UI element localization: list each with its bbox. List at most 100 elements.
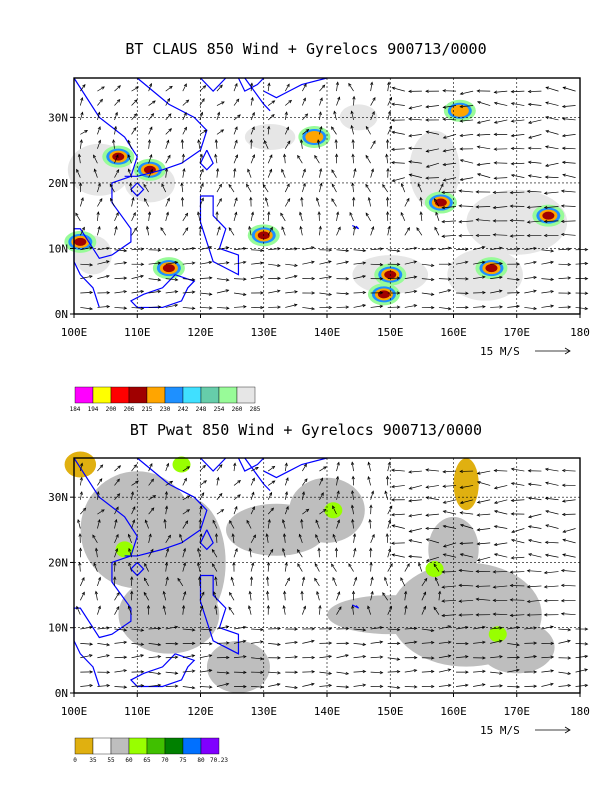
wind-vector: [251, 249, 264, 251]
wind-vector-head: [165, 576, 169, 581]
wind-vector-head: [140, 642, 145, 646]
wind-vector: [229, 592, 235, 601]
wind-vector-head: [345, 305, 350, 309]
wind-vector-head: [197, 211, 201, 216]
wind-vector: [353, 96, 355, 106]
wind-vector: [353, 226, 356, 236]
wind-vector: [349, 212, 354, 222]
wind-vector-head: [284, 491, 288, 495]
wind-vector: [233, 114, 241, 121]
wind-vector-head: [182, 547, 187, 552]
wind-vector-head: [269, 226, 273, 231]
wind-vector-head: [396, 657, 401, 661]
wind-vector: [267, 211, 270, 221]
wind-vector: [426, 485, 440, 488]
wind-vector-head: [144, 519, 148, 524]
wind-vector: [370, 168, 374, 178]
wind-vector: [314, 155, 320, 164]
wind-vector-head: [493, 553, 498, 557]
wind-vector-head: [408, 470, 412, 474]
x-tick-label: 130E: [251, 705, 278, 718]
wind-vector-head: [271, 100, 276, 104]
wind-vector-head: [413, 685, 418, 689]
wind-vector-head: [269, 491, 273, 496]
wind-vector-head: [97, 576, 102, 581]
wind-vector-head: [391, 513, 395, 517]
wind-vector: [165, 168, 168, 178]
wind-vector-head: [416, 227, 420, 231]
wind-vector-head: [226, 655, 230, 660]
wind-vector-head: [482, 640, 486, 644]
wind-vector: [352, 139, 354, 149]
wind-vector-head: [365, 183, 369, 188]
wind-vector-head: [527, 539, 532, 543]
wind-vector: [387, 126, 392, 135]
coastline: [124, 77, 208, 177]
wind-vector-head: [106, 684, 111, 688]
wind-vector: [302, 98, 306, 106]
wind-vector-head: [208, 628, 213, 632]
wind-vector-head: [385, 533, 389, 537]
wind-vector-head: [97, 225, 101, 230]
wind-vector-head: [550, 277, 555, 282]
wind-vector: [79, 139, 82, 149]
wind-vector: [114, 112, 118, 121]
wind-vector: [284, 506, 289, 515]
wind-vector-head: [246, 183, 250, 188]
wind-vector-head: [305, 508, 310, 513]
wind-vector-head: [214, 153, 218, 158]
wind-vector-head: [345, 249, 350, 253]
wind-vector-head: [370, 576, 374, 581]
wind-vector: [165, 535, 171, 544]
wind-vector: [456, 248, 469, 251]
wind-vector-head: [150, 507, 155, 512]
wind-vector-head: [260, 670, 264, 674]
wind-vector: [114, 519, 117, 529]
wind-vector: [301, 183, 306, 193]
wind-vector: [285, 291, 298, 294]
wind-vector: [233, 548, 238, 558]
wind-vector: [460, 542, 474, 544]
wind-vector: [391, 131, 405, 135]
wind-vector: [182, 686, 195, 689]
wind-vector: [336, 654, 349, 659]
wind-vector: [507, 305, 520, 308]
wind-vector: [367, 605, 371, 615]
wind-vector: [353, 262, 366, 265]
wind-vector-head: [93, 562, 97, 567]
wind-vector: [365, 126, 371, 135]
wind-vector: [285, 656, 298, 659]
wind-vector: [370, 641, 383, 644]
wind-vector-head: [181, 604, 186, 609]
wind-vector-head: [425, 105, 429, 109]
wind-vector: [336, 671, 349, 675]
wind-vector-head: [157, 248, 162, 252]
wind-vector-head: [191, 641, 196, 646]
wind-vector-head: [106, 654, 110, 658]
wind-vector-head: [498, 289, 503, 293]
wind-vector-head: [459, 104, 464, 109]
wind-vector: [281, 169, 286, 178]
wind-vector-head: [263, 139, 267, 144]
wind-vector: [332, 534, 337, 543]
wind-vector-head: [509, 190, 514, 195]
wind-vector-head: [543, 219, 548, 223]
wind-vector-head: [482, 656, 486, 660]
wind-vector: [404, 290, 417, 294]
wind-vector: [490, 290, 503, 294]
wind-vector-head: [493, 525, 498, 529]
wind-vector: [131, 654, 144, 659]
wind-vector: [404, 627, 417, 630]
wind-vector: [266, 533, 269, 543]
colorbar-label: 260: [232, 406, 243, 413]
wind-vector: [370, 226, 374, 236]
wind-vector: [211, 549, 218, 558]
wind-vector-head: [527, 89, 532, 94]
wind-vector-head: [561, 146, 566, 150]
wind-vector-head: [516, 277, 521, 282]
wind-vector-head: [510, 146, 515, 151]
wind-vector-head: [130, 491, 135, 495]
wind-vector-head: [277, 671, 281, 675]
wind-vector: [575, 655, 588, 659]
wind-vector-head: [265, 533, 269, 537]
